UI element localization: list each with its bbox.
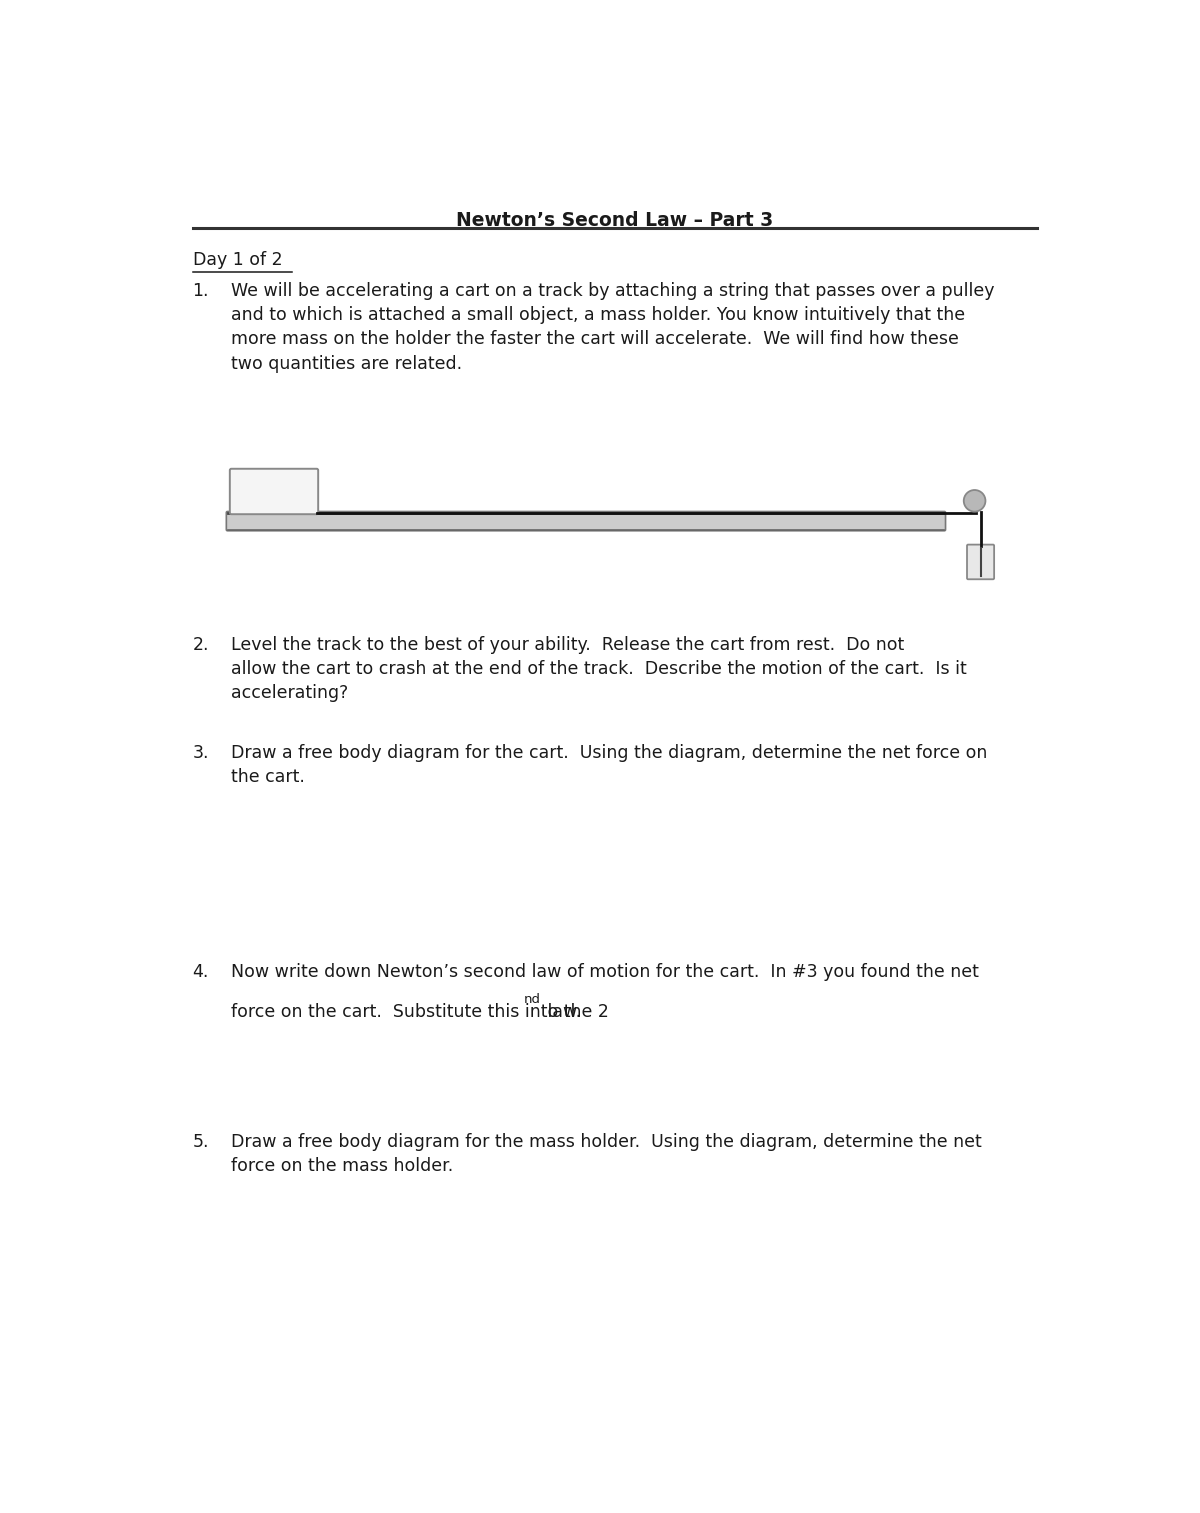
- Text: Draw a free body diagram for the mass holder.  Using the diagram, determine the : Draw a free body diagram for the mass ho…: [232, 1133, 982, 1174]
- Text: law.: law.: [542, 1003, 582, 1021]
- Text: We will be accelerating a cart on a track by attaching a string that passes over: We will be accelerating a cart on a trac…: [232, 281, 995, 372]
- Text: Now write down Newton’s second law of motion for the cart.  In #3 you found the : Now write down Newton’s second law of mo…: [232, 964, 979, 980]
- FancyBboxPatch shape: [230, 469, 318, 514]
- Text: Newton’s Second Law – Part 3: Newton’s Second Law – Part 3: [456, 210, 774, 230]
- FancyBboxPatch shape: [967, 545, 994, 579]
- Text: 1.: 1.: [193, 281, 209, 300]
- Text: force on the cart.  Substitute this into the 2: force on the cart. Substitute this into …: [232, 1003, 610, 1021]
- Text: 5.: 5.: [193, 1133, 209, 1150]
- Text: Level the track to the best of your ability.  Release the cart from rest.  Do no: Level the track to the best of your abil…: [232, 635, 967, 702]
- Circle shape: [964, 490, 985, 511]
- Text: 2.: 2.: [193, 635, 209, 654]
- Text: Day 1 of 2: Day 1 of 2: [193, 251, 282, 269]
- Text: 4.: 4.: [193, 964, 209, 980]
- FancyBboxPatch shape: [227, 511, 946, 531]
- Text: nd: nd: [523, 993, 541, 1006]
- Text: Draw a free body diagram for the cart.  Using the diagram, determine the net for: Draw a free body diagram for the cart. U…: [232, 744, 988, 785]
- Text: 3.: 3.: [193, 744, 209, 761]
